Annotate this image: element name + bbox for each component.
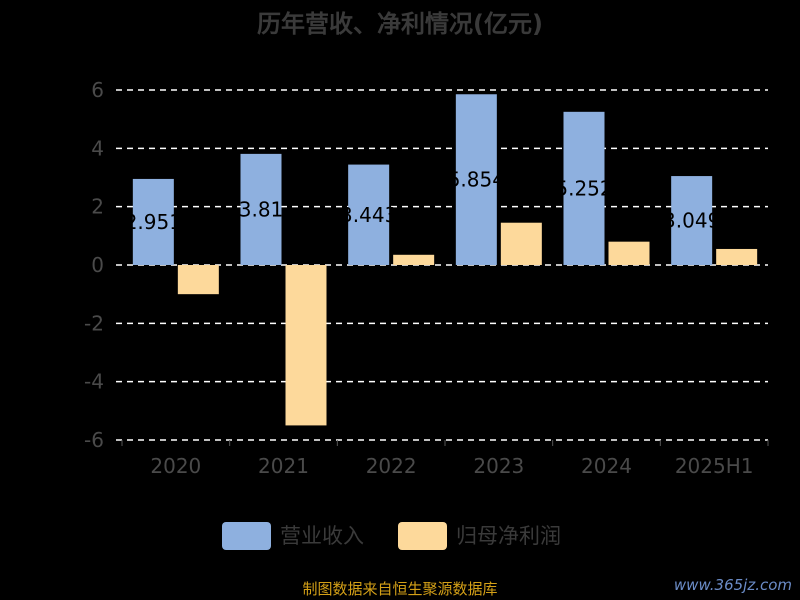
data-label-revenue: 5.854 <box>448 168 505 192</box>
data-source-note: 制图数据来自恒生聚源数据库 <box>302 580 497 598</box>
bar-net-profit-2020 <box>177 265 219 295</box>
bar-net-profit-2021 <box>285 265 327 426</box>
bar-revenue-2021 <box>240 153 282 265</box>
data-labels: 2.951 3.81 3.443 5.854 5.252 3.049 <box>125 168 721 234</box>
bar-net-profit-2024 <box>608 241 650 265</box>
y-tick-label: -6 <box>84 428 104 452</box>
y-tick-label: -4 <box>84 370 104 394</box>
chart-title: 历年营收、净利情况(亿元) <box>257 10 543 38</box>
x-axis-ticks: 2020 2021 2022 2023 2024 2025H1 <box>150 454 753 478</box>
x-tick-label: 2022 <box>366 454 417 478</box>
data-label-revenue: 2.951 <box>125 210 182 234</box>
bar-net-profit-2025H1 <box>716 248 758 265</box>
legend-swatch <box>398 522 447 550</box>
bar-net-profit-2022 <box>393 254 435 265</box>
bar-revenue-2024 <box>563 111 605 265</box>
bar-revenue-2020 <box>132 178 174 265</box>
x-tick-label: 2021 <box>258 454 309 478</box>
bars <box>132 94 758 426</box>
bar-revenue-2023 <box>455 94 497 265</box>
legend-swatch <box>222 522 271 550</box>
data-label-revenue: 3.443 <box>340 203 397 227</box>
data-label-revenue: 3.049 <box>663 209 720 233</box>
x-tick-label: 2024 <box>581 454 632 478</box>
y-tick-label: 4 <box>91 136 104 160</box>
data-label-revenue: 3.81 <box>239 197 284 221</box>
y-tick-label: 6 <box>91 78 104 102</box>
y-axis-ticks: 6 4 2 0 -2 -4 -6 <box>84 78 104 452</box>
x-tick-label: 2020 <box>150 454 201 478</box>
bar-revenue-2025H1 <box>671 176 713 265</box>
legend: 营业收入 归母净利润 <box>222 522 561 550</box>
grid-lines <box>116 89 769 446</box>
y-tick-label: -2 <box>84 311 104 335</box>
x-tick-label: 2025H1 <box>675 454 754 478</box>
y-tick-label: 2 <box>91 195 104 219</box>
data-label-revenue: 5.252 <box>555 176 612 200</box>
y-tick-label: 0 <box>91 253 104 277</box>
x-tick-label: 2023 <box>473 454 524 478</box>
bar-revenue-2022 <box>348 164 390 265</box>
watermark-text: www.365jz.com <box>674 576 792 594</box>
bar-net-profit-2023 <box>500 222 542 265</box>
legend-label: 归母净利润 <box>456 524 561 548</box>
legend-label: 营业收入 <box>280 524 364 548</box>
